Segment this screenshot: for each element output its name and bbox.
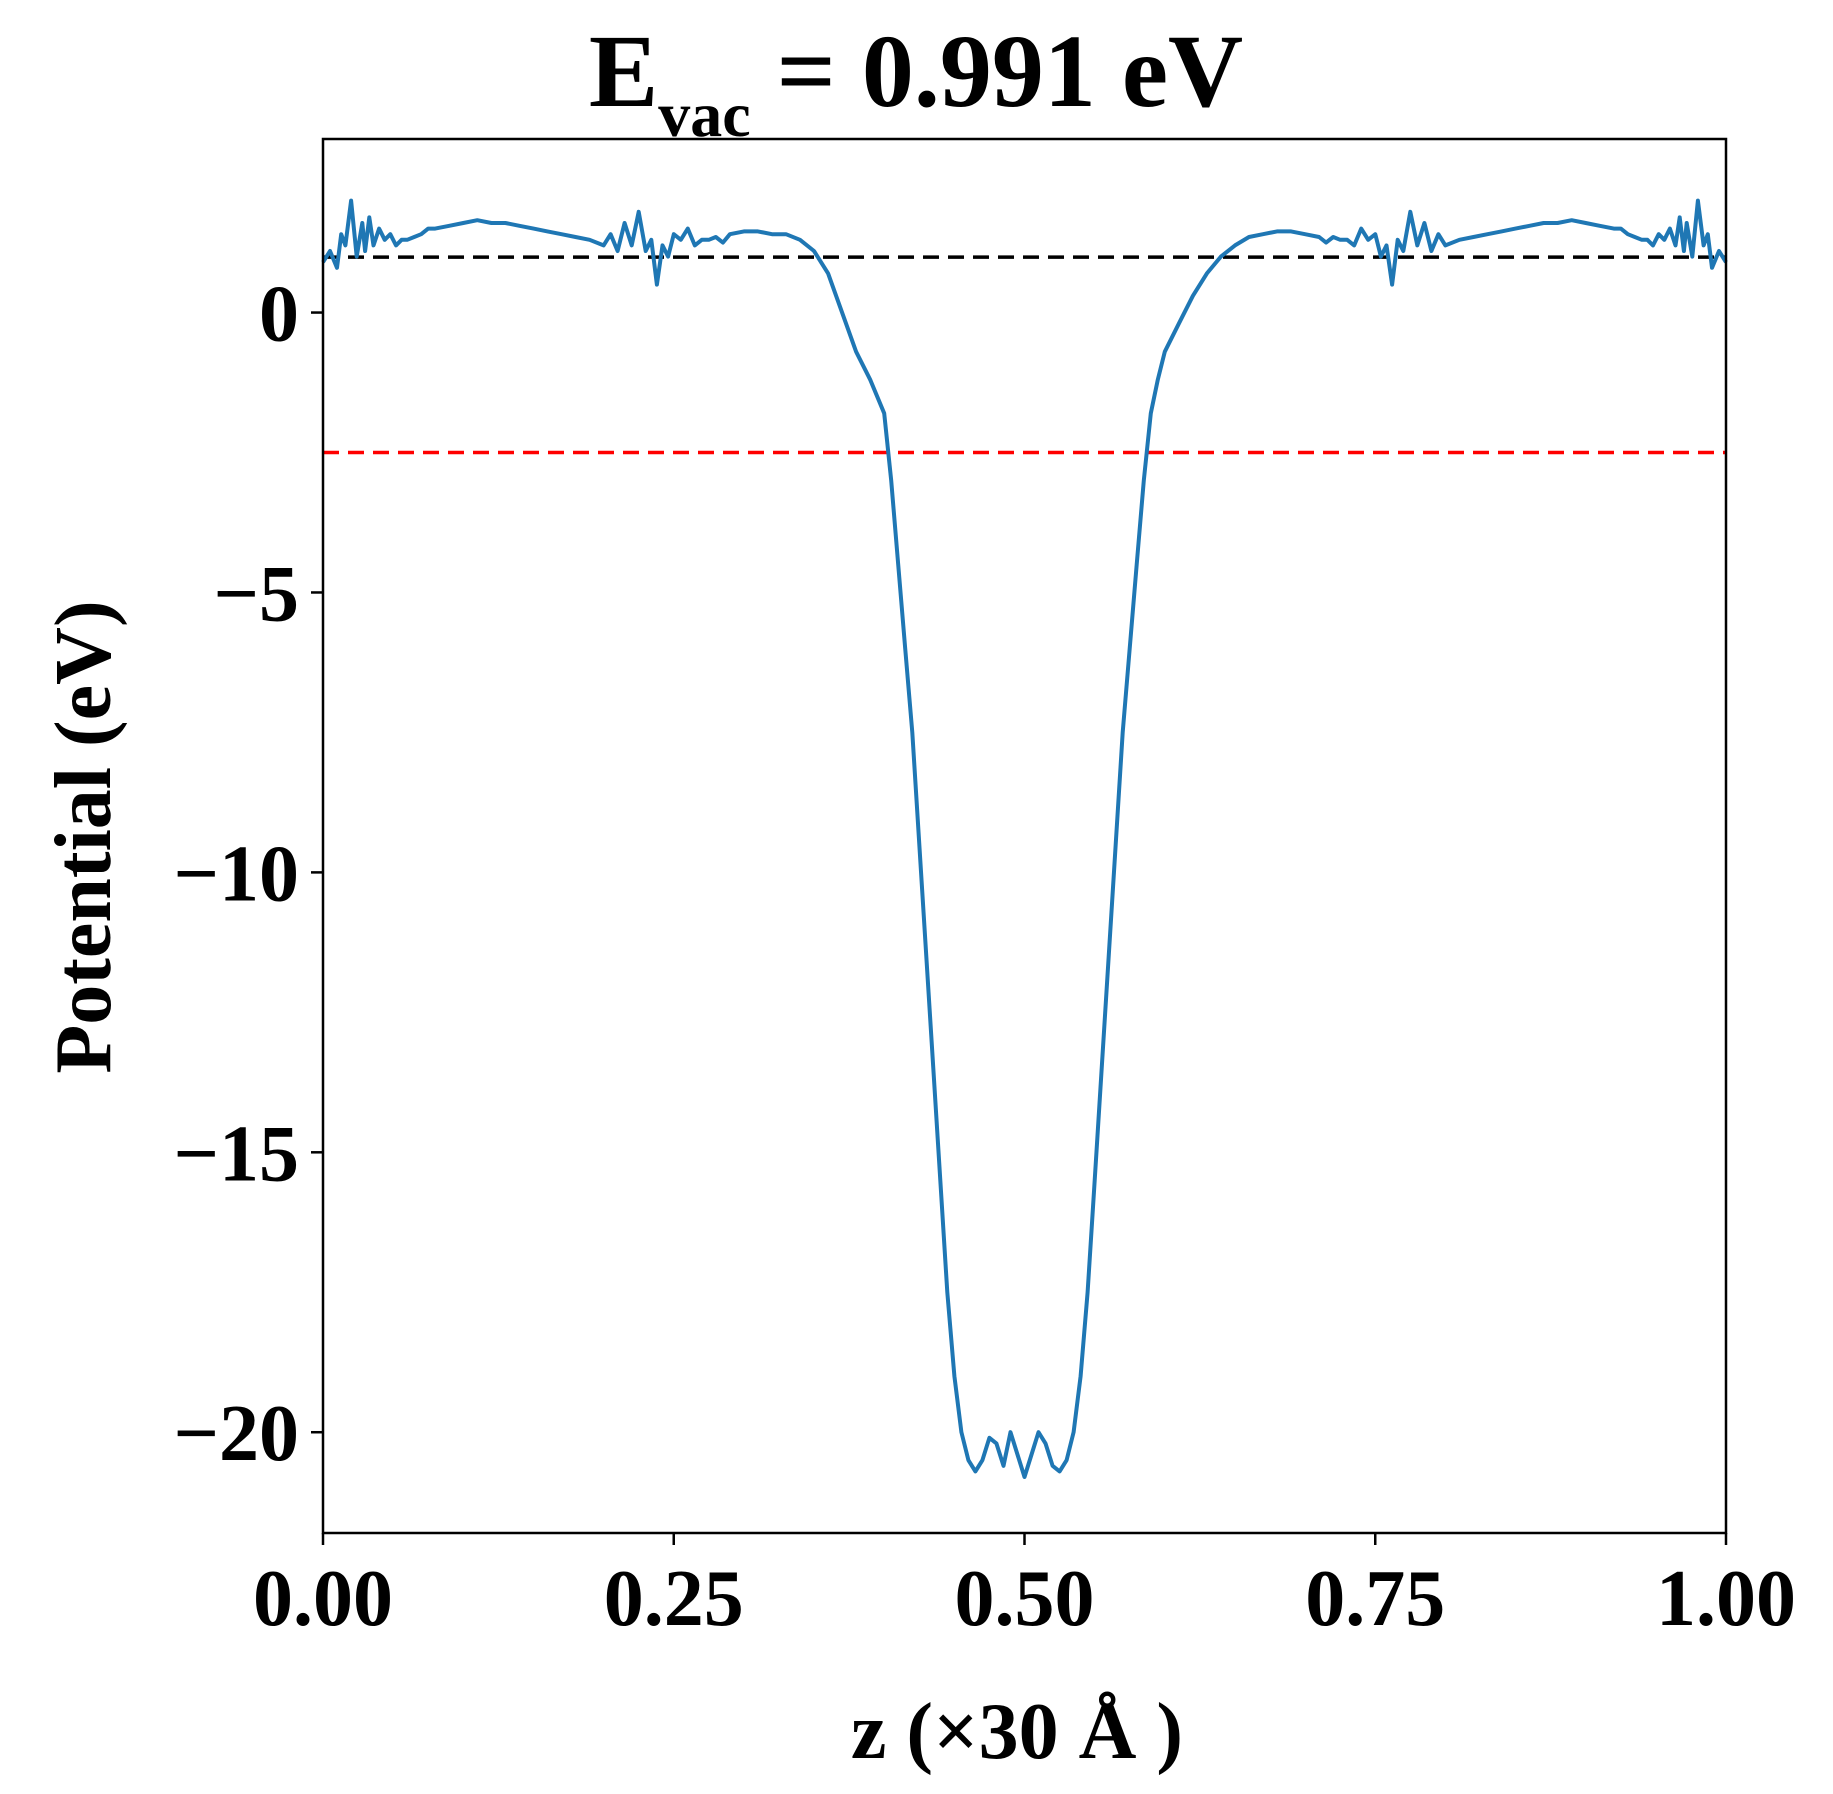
x-tick-label: 1.00: [1656, 1555, 1796, 1643]
x-tick-label: 0.50: [955, 1555, 1095, 1643]
x-axis-label: z (×30 Å ): [851, 1688, 1183, 1776]
chart-title: Evac = 0.991 eV: [589, 14, 1243, 150]
y-tick-label: −20: [173, 1390, 299, 1478]
x-tick-label: 0.75: [1305, 1555, 1445, 1643]
y-tick-label: 0: [259, 271, 299, 359]
y-axis-ticks: 0 −5 −10 −15 −20: [173, 271, 323, 1478]
series-layer: [321, 198, 1728, 1479]
x-tick-label: 0.00: [253, 1555, 393, 1643]
reference-lines: [323, 255, 1726, 455]
y-tick-label: −10: [173, 830, 299, 918]
plot-frame: [321, 137, 1728, 1535]
series-line-0: [321, 198, 1728, 1479]
y-axis-label: Potential (eV): [40, 600, 128, 1073]
chart-title-prefix: E: [589, 14, 658, 129]
chart-title-suffix: = 0.991 eV: [751, 14, 1244, 129]
x-tick-label: 0.25: [604, 1555, 744, 1643]
y-tick-label: −5: [213, 550, 299, 638]
y-tick-label: −15: [173, 1110, 299, 1198]
x-axis-ticks: 0.00 0.25 0.50 0.75 1.00: [253, 1533, 1796, 1643]
